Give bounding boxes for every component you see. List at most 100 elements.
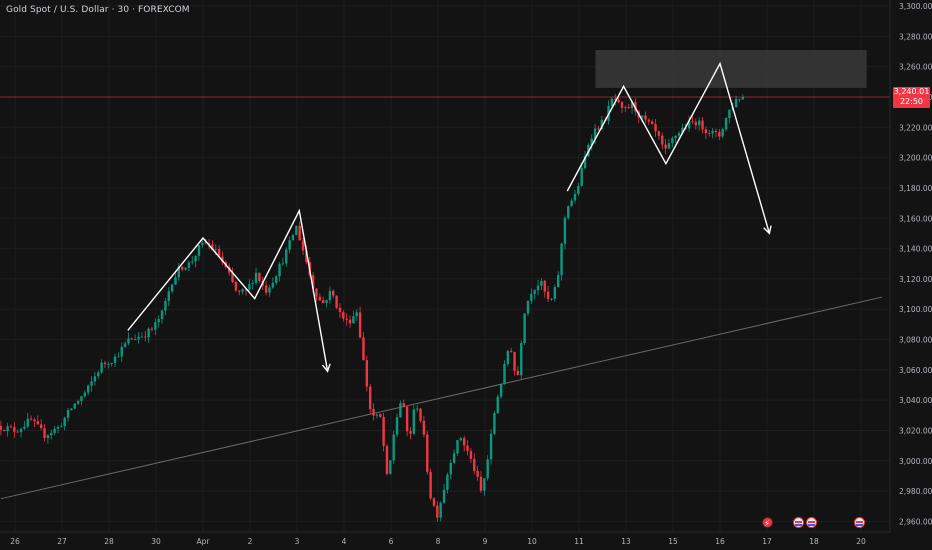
candle-body <box>573 193 577 201</box>
candle-body <box>127 338 130 344</box>
candle-body <box>560 243 563 276</box>
candle-body <box>244 289 248 291</box>
candle-body <box>738 98 741 100</box>
candle-body <box>516 370 520 376</box>
candle-body <box>140 336 144 338</box>
time-tick-label: 27 <box>57 537 67 546</box>
candle-body <box>432 498 436 506</box>
supply-zone-layer <box>595 49 867 88</box>
candle-body <box>36 421 40 425</box>
candle-body <box>728 109 731 119</box>
candle-body <box>600 119 604 129</box>
candle-body <box>100 362 103 373</box>
candle-body <box>110 362 113 365</box>
candle-body <box>466 445 469 452</box>
time-tick-label: 13 <box>621 537 631 546</box>
candle-body <box>117 356 120 358</box>
candle-body <box>278 264 281 277</box>
pattern-2-drawing <box>566 61 771 234</box>
price-tick-label: 3,180.00 <box>899 184 932 193</box>
candle-body <box>650 121 654 125</box>
candle-body <box>164 301 167 311</box>
candle-body <box>429 471 432 499</box>
candle-body <box>90 381 93 386</box>
candle-body <box>338 307 342 313</box>
flag-icon[interactable] <box>854 517 866 528</box>
candle-body <box>385 445 389 474</box>
last-price-value: 3,240.01 <box>893 87 930 96</box>
candle-body <box>691 121 694 123</box>
candle-body <box>496 396 499 414</box>
candle-body <box>654 124 657 132</box>
candle-body <box>372 409 375 416</box>
trend-line-layer <box>0 96 890 500</box>
candle-body <box>469 451 473 459</box>
price-axis[interactable]: 2,960.00 2,980.00 3,000.00 3,020.00 3,040.00… <box>889 0 932 532</box>
candle-body <box>234 281 238 291</box>
candle-body <box>238 290 241 292</box>
candle-body <box>43 428 46 439</box>
candle-body <box>681 127 684 133</box>
bar-countdown: 22:50 <box>899 97 924 106</box>
lightning-icon[interactable]: ⚡ <box>761 517 773 528</box>
grid-lines <box>0 0 890 532</box>
time-tick-label: 6 <box>389 537 394 546</box>
candle-body <box>70 408 73 410</box>
candle-body <box>661 135 664 145</box>
candle-body <box>264 285 268 293</box>
time-tick-label: 16 <box>715 537 725 546</box>
candle-body <box>133 339 137 341</box>
pattern-1-drawing <box>127 208 329 372</box>
candle-body <box>708 133 711 134</box>
pattern-2-drawing-arrowhead <box>763 225 772 235</box>
candle-body <box>711 130 714 134</box>
candle-body <box>258 272 261 281</box>
candle-body <box>180 266 184 270</box>
price-tick-label: 3,000.00 <box>899 457 932 466</box>
candle-body <box>254 272 258 284</box>
candle-body <box>724 118 728 130</box>
candle-body <box>9 426 13 428</box>
price-tick-label: 2,960.00 <box>899 517 932 526</box>
candle-body <box>268 287 271 293</box>
flag-icon[interactable] <box>806 517 818 528</box>
candle-body <box>442 489 446 503</box>
candle-body <box>80 396 83 401</box>
candle-body <box>113 356 117 363</box>
candle-body <box>395 417 399 435</box>
candle-body <box>718 131 721 137</box>
candle-body <box>402 403 405 407</box>
candle-body <box>509 351 513 353</box>
candle-body <box>305 250 308 262</box>
candle-body <box>53 428 56 433</box>
flag-icon[interactable] <box>793 517 805 528</box>
candle-body <box>66 409 70 418</box>
candle-body <box>251 283 254 285</box>
candle-body <box>211 244 214 250</box>
candle-body <box>318 296 322 301</box>
candle-body <box>563 217 567 244</box>
time-tick-label: 3 <box>295 537 300 546</box>
candle-body <box>506 351 510 365</box>
candle-body <box>734 98 738 107</box>
candle-body <box>422 420 426 435</box>
time-tick-label: 17 <box>762 537 772 546</box>
candle-body <box>462 438 466 446</box>
candle-body <box>227 267 231 273</box>
time-tick-label: 10 <box>527 537 537 546</box>
candle-body <box>342 312 345 319</box>
candle-body <box>533 290 536 294</box>
candle-body <box>348 319 352 324</box>
time-axis[interactable]: 26 27 28 30 Apr 2 3 4 6 8 9 10 11 13 15 16 17 18 20 <box>0 531 890 546</box>
candle-body <box>483 478 486 491</box>
candle-body <box>577 185 580 194</box>
candle-body <box>620 102 624 108</box>
candle-body <box>405 406 409 432</box>
candle-body <box>177 266 181 278</box>
candle-body <box>355 312 358 317</box>
time-tick-label: 28 <box>104 537 114 546</box>
candle-body <box>489 433 493 460</box>
candle-body <box>536 285 540 291</box>
candle-body <box>714 130 718 132</box>
